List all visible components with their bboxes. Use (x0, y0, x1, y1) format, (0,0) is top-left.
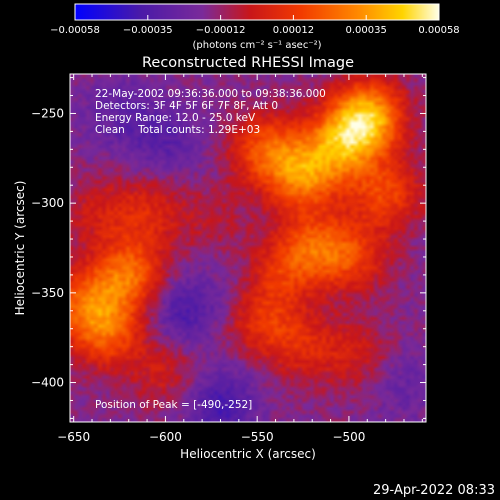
colorbar-tick-label: 0.00058 (418, 25, 459, 36)
x-tick-label: −500 (332, 430, 365, 444)
colorbar-tick-label: 0.00035 (346, 25, 387, 36)
y-axis-label: Heliocentric Y (arcsec) (13, 181, 27, 316)
overlay-clean: Clean Total counts: 1.29E+03 (95, 124, 260, 136)
timestamp: 29-Apr-2022 08:33 (373, 483, 495, 498)
x-tick-label: −600 (149, 430, 182, 444)
colorbar-units: (photons cm⁻² s⁻¹ asec⁻²) (192, 40, 321, 51)
x-axis-label: Heliocentric X (arcsec) (180, 447, 316, 461)
chart-title: Reconstructed RHESSI Image (142, 55, 354, 71)
overlay-detectors: Detectors: 3F 4F 5F 6F 7F 8F, Att 0 (95, 100, 278, 112)
overlay-info: 22-May-2002 09:36:36.000 to 09:38:36.000… (95, 88, 326, 411)
y-tick-label: −300 (31, 196, 64, 210)
x-tick-label: −550 (241, 430, 274, 444)
overlay-time: 22-May-2002 09:36:36.000 to 09:38:36.000 (95, 88, 326, 100)
colorbar-tick-label: −0.00058 (50, 25, 100, 36)
heatmap-image (70, 74, 426, 422)
colorbar-gradient (74, 3, 440, 21)
colorbar-tick-label: −0.00012 (196, 25, 246, 36)
colorbar-tick-label: −0.00035 (123, 25, 173, 36)
colorbar-tick-label: 0.00012 (273, 25, 314, 36)
y-axis-ticks: −250 −300 −350 −400 (31, 77, 426, 419)
colorbar-ticks: −0.00058 −0.00035 −0.00012 0.00012 0.00035 0.… (50, 15, 460, 36)
overlay-energy: Energy Range: 12.0 - 25.0 keV (95, 112, 256, 124)
colorbar: −0.00058 −0.00035 −0.00012 0.00012 0.00035 0.… (50, 3, 460, 51)
x-tick-label: −650 (57, 430, 90, 444)
overlay-peak: Position of Peak = [-490,-252] (95, 399, 252, 411)
plot-frame (69, 73, 427, 423)
y-tick-label: −350 (31, 286, 64, 300)
y-tick-label: −400 (31, 376, 64, 390)
y-tick-label: −250 (31, 106, 64, 120)
x-axis-ticks: −650 −600 −550 −500 (57, 74, 423, 444)
